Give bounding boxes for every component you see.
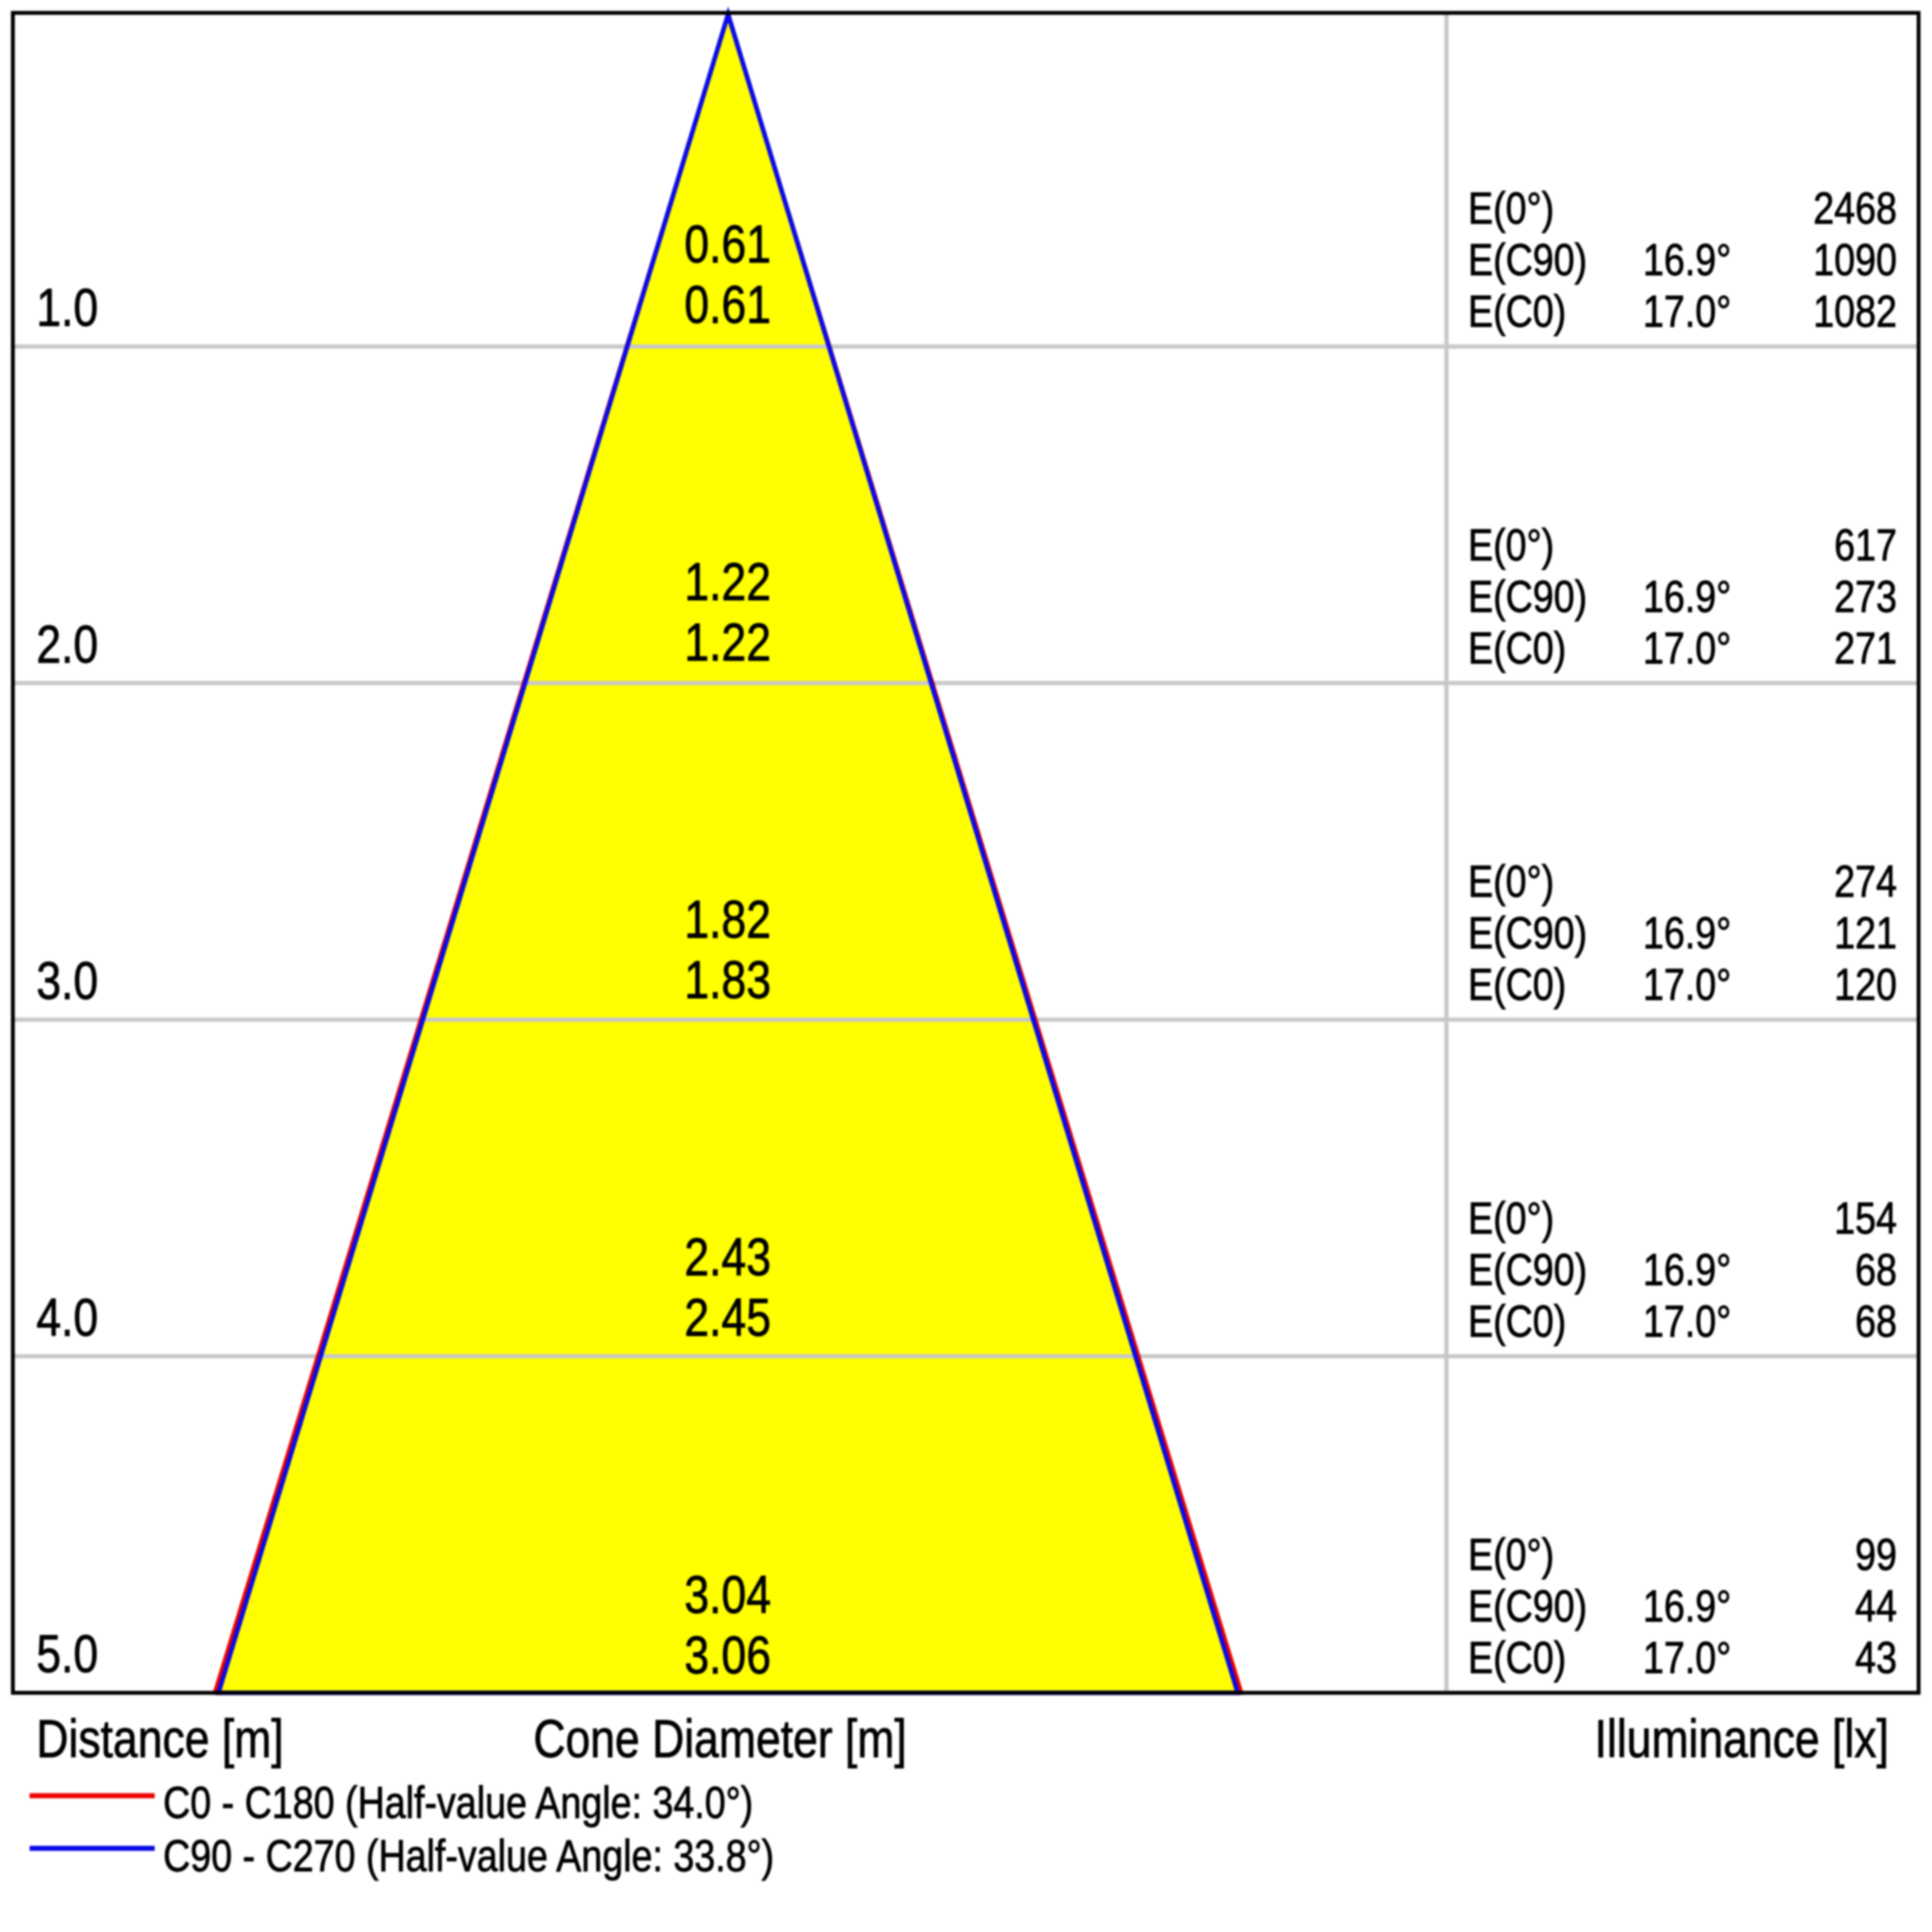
svg-text:1.22: 1.22 [685, 613, 771, 673]
svg-text:99: 99 [1855, 1531, 1897, 1580]
svg-text:C0 - C180 (Half-value Angle: 3: C0 - C180 (Half-value Angle: 34.0°) [163, 1778, 753, 1827]
svg-text:E(C90): E(C90) [1468, 236, 1587, 285]
svg-text:68: 68 [1855, 1246, 1897, 1295]
svg-text:E(C90): E(C90) [1468, 1582, 1587, 1631]
svg-text:Distance [m]: Distance [m] [36, 1710, 284, 1770]
svg-text:E(C90): E(C90) [1468, 572, 1587, 621]
svg-text:1.82: 1.82 [685, 890, 771, 950]
svg-text:E(0°): E(0°) [1468, 1194, 1554, 1243]
svg-text:121: 121 [1834, 909, 1897, 958]
svg-text:68: 68 [1855, 1297, 1897, 1346]
svg-text:Cone Diameter [m]: Cone Diameter [m] [533, 1710, 907, 1770]
svg-text:2.43: 2.43 [685, 1228, 771, 1288]
svg-text:16.9°: 16.9° [1643, 909, 1731, 958]
svg-text:16.9°: 16.9° [1643, 236, 1731, 285]
svg-text:Illuminance [lx]: Illuminance [lx] [1595, 1710, 1889, 1770]
svg-text:1.83: 1.83 [685, 951, 771, 1011]
svg-text:E(0°): E(0°) [1468, 521, 1554, 570]
svg-text:16.9°: 16.9° [1643, 572, 1731, 621]
svg-text:3.04: 3.04 [685, 1565, 771, 1625]
svg-text:17.0°: 17.0° [1643, 1297, 1731, 1346]
svg-text:2.45: 2.45 [685, 1288, 771, 1348]
svg-text:274: 274 [1834, 857, 1897, 906]
svg-text:E(C0): E(C0) [1468, 1634, 1566, 1683]
svg-text:44: 44 [1855, 1582, 1897, 1631]
svg-text:16.9°: 16.9° [1643, 1582, 1731, 1631]
svg-text:C90 - C270 (Half-value Angle:: C90 - C270 (Half-value Angle: 33.8°) [163, 1831, 774, 1880]
svg-text:E(C0): E(C0) [1468, 1297, 1566, 1346]
svg-text:154: 154 [1834, 1194, 1897, 1243]
svg-text:1.22: 1.22 [685, 553, 771, 613]
svg-text:16.9°: 16.9° [1643, 1246, 1731, 1295]
svg-text:271: 271 [1834, 624, 1897, 673]
svg-text:1090: 1090 [1813, 236, 1897, 285]
svg-text:0.61: 0.61 [685, 276, 771, 336]
svg-text:1082: 1082 [1813, 287, 1897, 336]
svg-text:0.61: 0.61 [685, 215, 771, 275]
svg-text:E(C90): E(C90) [1468, 1246, 1587, 1295]
svg-text:5.0: 5.0 [36, 1624, 98, 1684]
svg-text:17.0°: 17.0° [1643, 287, 1731, 336]
svg-text:2468: 2468 [1813, 184, 1897, 233]
svg-text:17.0°: 17.0° [1643, 1634, 1731, 1683]
svg-text:3.0: 3.0 [36, 952, 98, 1012]
svg-text:120: 120 [1834, 960, 1897, 1009]
svg-text:E(0°): E(0°) [1468, 1531, 1554, 1580]
svg-text:3.06: 3.06 [685, 1626, 771, 1686]
svg-text:E(C0): E(C0) [1468, 287, 1566, 336]
svg-text:1.0: 1.0 [36, 278, 98, 338]
svg-text:43: 43 [1855, 1634, 1897, 1683]
svg-text:2.0: 2.0 [36, 614, 98, 674]
svg-text:273: 273 [1834, 572, 1897, 621]
svg-text:617: 617 [1834, 521, 1897, 570]
svg-text:E(0°): E(0°) [1468, 857, 1554, 906]
svg-text:17.0°: 17.0° [1643, 960, 1731, 1009]
svg-text:E(C0): E(C0) [1468, 960, 1566, 1009]
svg-text:4.0: 4.0 [36, 1288, 98, 1348]
svg-text:E(0°): E(0°) [1468, 184, 1554, 233]
svg-text:E(C90): E(C90) [1468, 909, 1587, 958]
svg-text:E(C0): E(C0) [1468, 624, 1566, 673]
svg-text:17.0°: 17.0° [1643, 624, 1731, 673]
